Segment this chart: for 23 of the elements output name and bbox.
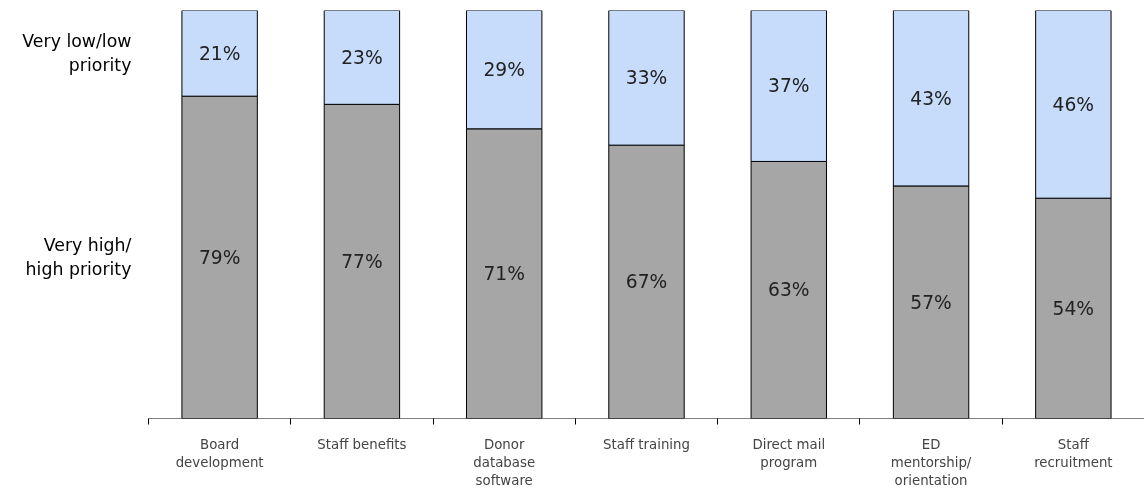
data-label: 77% (341, 250, 383, 272)
data-label: 33% (625, 67, 668, 89)
data-label: 43% (910, 87, 952, 109)
data-label: 23% (341, 46, 383, 68)
data-label: 63% (768, 279, 810, 301)
x-tick-label: Staff benefits (317, 436, 407, 452)
text: Very low/low priority (22, 31, 132, 76)
text: Very high/ high priority (25, 235, 132, 280)
data-label: 71% (483, 263, 525, 285)
data-label: 67% (625, 271, 668, 293)
data-label: 79% (198, 246, 241, 268)
data-label: 46% (1052, 93, 1095, 115)
x-tick-label: Staff recruitment (1034, 436, 1113, 470)
data-label: 54% (1052, 297, 1095, 319)
x-tick-label: Board development (175, 436, 264, 470)
data-label: 21% (198, 42, 241, 64)
x-tick-label: Staff training (603, 436, 690, 452)
x-tick-label: Donor database software (473, 436, 536, 488)
x-tick-label: ED mentorship/ orientation (890, 436, 972, 488)
x-tick-label: Direct mail program (752, 436, 826, 470)
data-label: 29% (483, 59, 525, 81)
data-label: 37% (768, 75, 810, 97)
data-label: 57% (910, 291, 952, 313)
